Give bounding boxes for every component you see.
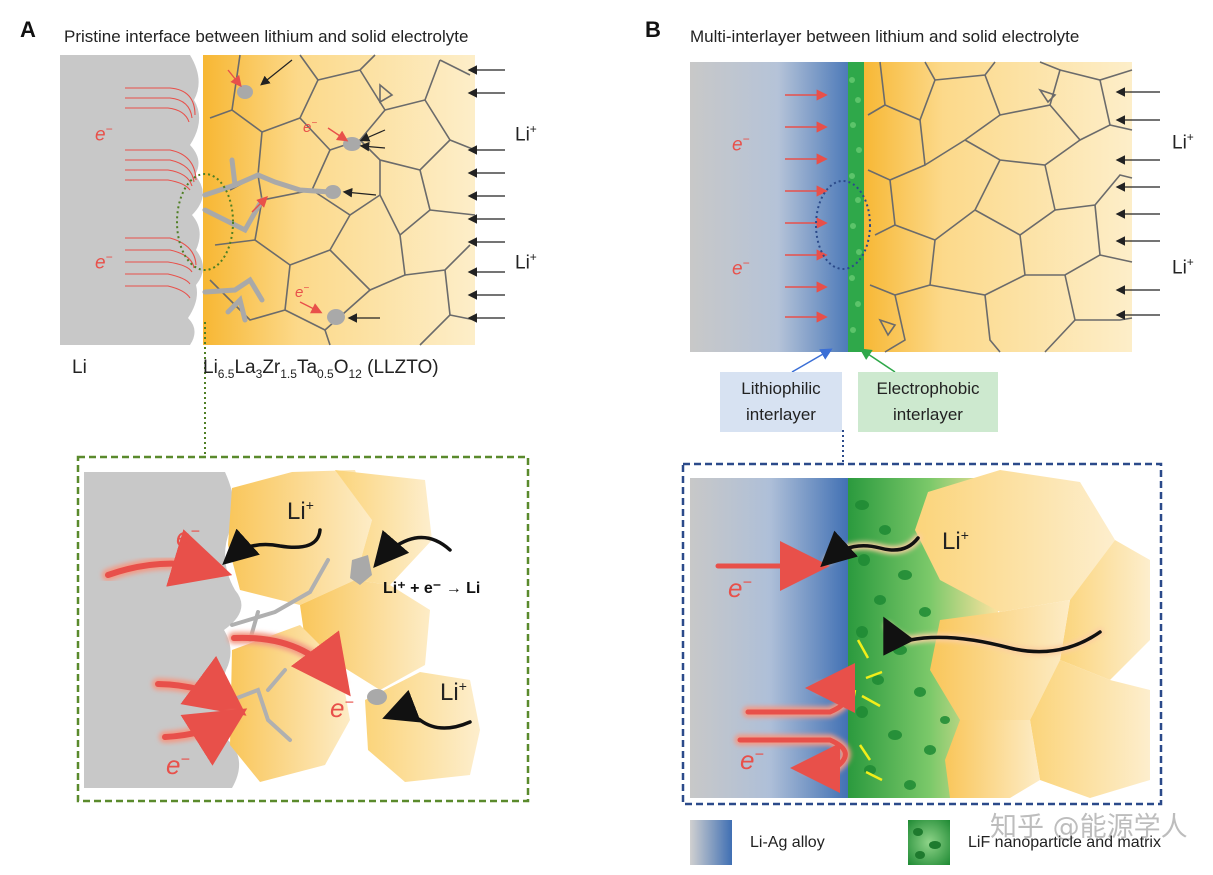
- lithium-metal-a: [60, 55, 208, 345]
- li-ion-arrows-a: [260, 59, 505, 323]
- electron-current-lines-a: [125, 87, 197, 299]
- lithiophilic-label-line2: interlayer: [746, 405, 816, 424]
- electron-label-b1: e−: [732, 132, 750, 156]
- lithiophilic-label: Lithiophilic interlayer: [720, 376, 842, 428]
- electrophobic-label-line2: interlayer: [893, 405, 963, 424]
- zoom-electron-label-a2: e−: [330, 693, 354, 723]
- legend-label-alloy: Li-Ag alloy: [750, 834, 825, 851]
- electrophobic-pointer: [859, 348, 896, 373]
- li-deposit-a4: [327, 309, 345, 325]
- zoom-region-marker-a: [176, 173, 234, 271]
- electron-label-a3: e−: [303, 118, 318, 136]
- electrolyte-llzto-b: [862, 62, 1132, 352]
- zoom-electron-label-b1: e−: [728, 573, 752, 603]
- panel-b-title: Multi-interlayer between lithium and sol…: [690, 27, 1080, 46]
- zoom-electron-arrows-a: [102, 529, 351, 766]
- legend-lif-particles: [913, 828, 941, 859]
- electron-label-a2: e−: [95, 250, 113, 274]
- li-dendrites-a: [202, 157, 333, 323]
- electrolyte-formula: Li6.5La3Zr1.5Ta0.5O12 (LLZTO): [203, 357, 439, 381]
- electron-label-a4: e−: [295, 283, 310, 301]
- panel-a-letter: A: [20, 17, 36, 42]
- lithium-alloy-b: [690, 62, 850, 352]
- panel-b-letter: B: [645, 17, 661, 42]
- zoom-ion-arrows-a: [222, 528, 472, 730]
- zoom-li-ion-label-b1: Li+: [942, 527, 969, 555]
- zoom-electron-label-a3: e−: [166, 750, 190, 780]
- zoom-electron-arrows-b: [712, 541, 855, 793]
- electrophobic-interlayer-b: [848, 62, 864, 352]
- legend-swatch-alloy: [690, 820, 732, 865]
- lithium-label: Li: [72, 357, 87, 378]
- li-ion-arrows-b: [1115, 87, 1160, 320]
- zoom-li-deposit-a1: [350, 555, 372, 585]
- zoom-li-ion-label-a1: Li+: [287, 497, 314, 525]
- electrophobic-label: Electrophobic interlayer: [858, 376, 998, 428]
- electron-arrows-b: [785, 89, 828, 323]
- li-deposit-a1: [237, 85, 253, 99]
- li-ion-label-a1: Li+: [515, 122, 537, 146]
- li-ion-label-a2: Li+: [515, 250, 537, 274]
- panel-b: [681, 61, 1163, 806]
- zoom-electron-label-a1: e−: [176, 522, 200, 552]
- panel-a-title: Pristine interface between lithium and s…: [64, 27, 469, 46]
- lithiophilic-label-box: [720, 372, 842, 432]
- panel-a: [60, 54, 530, 803]
- electrolyte-llzto-a: [203, 55, 475, 345]
- zoom-ion-arrows-b: [820, 530, 1104, 656]
- electrophobic-label-box: [858, 372, 998, 432]
- electrophobic-label-line1: Electrophobic: [876, 379, 980, 398]
- legend-label-lif: LiF nanoparticle and matrix: [968, 834, 1161, 851]
- legend-swatch-lif: [908, 820, 950, 865]
- li-ion-label-b2: Li+: [1172, 255, 1194, 279]
- electron-label-a1: e−: [95, 122, 113, 146]
- zoom-grains-b: [915, 470, 1150, 798]
- electron-arrows-a: [227, 69, 349, 314]
- reaction-label: Li⁺ + e⁻ → Li: [383, 580, 481, 597]
- zoom-li-deposit-a2: [367, 689, 387, 705]
- lithiophilic-label-line1: Lithiophilic: [741, 379, 821, 398]
- grain-boundaries-b: [867, 61, 1133, 353]
- zoom-lif-particles-b: [855, 500, 950, 790]
- li-ion-label-b1: Li+: [1172, 130, 1194, 154]
- zoom-li-ion-label-a2: Li+: [440, 678, 467, 706]
- li-deposit-a3: [325, 185, 341, 199]
- zoom-region-marker-b: [815, 180, 871, 270]
- lithiophilic-pointer: [791, 348, 833, 373]
- zoom-electron-label-b2: e−: [740, 745, 764, 775]
- watermark: 知乎 @能源学人: [990, 812, 1188, 843]
- lif-particles-b: [849, 77, 862, 333]
- zoom-alloy-b: [690, 478, 850, 798]
- electron-label-b2: e−: [732, 256, 750, 280]
